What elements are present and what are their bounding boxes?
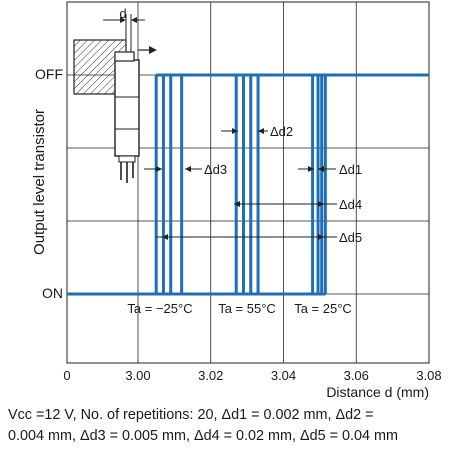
caption: Vcc =12 V, No. of repetitions: 20, Δd1 =… bbox=[8, 405, 470, 447]
annotation-delta-d2: Δd2 bbox=[270, 124, 293, 139]
series-label-minus25: Ta = −25°C bbox=[127, 301, 192, 316]
annotation-delta-d1: Δd1 bbox=[339, 162, 362, 177]
annotation-d: d bbox=[119, 6, 126, 21]
x-tick-labels: 0 3.00 3.02 3.04 3.06 3.08 bbox=[63, 368, 441, 383]
y-axis-label: Output level transistor bbox=[31, 109, 48, 255]
annotation-delta-d3: Δd3 bbox=[204, 162, 227, 177]
caption-line-2: 0.004 mm, Δd3 = 0.005 mm, Δd4 = 0.02 mm,… bbox=[8, 428, 398, 444]
x-tick-label: 3.02 bbox=[198, 368, 223, 383]
chart-svg: 0 3.00 3.02 3.04 3.06 3.08 Output level trans… bbox=[31, 1, 442, 400]
x-tick-label: 0 bbox=[63, 368, 70, 383]
annotation-delta-d5: Δd5 bbox=[339, 230, 362, 245]
y-state-on: ON bbox=[42, 285, 63, 301]
y-state-off: OFF bbox=[35, 66, 63, 82]
x-tick-label: 3.06 bbox=[344, 368, 369, 383]
sensor-illustration-icon bbox=[73, 14, 157, 183]
caption-line-1: Vcc =12 V, No. of repetitions: 20, Δd1 =… bbox=[8, 407, 374, 423]
annotation-delta-d4: Δd4 bbox=[339, 197, 362, 212]
series-label-55: Ta = 55°C bbox=[218, 301, 276, 316]
x-tick-label: 3.00 bbox=[125, 368, 150, 383]
series-label-25: Ta = 25°C bbox=[294, 301, 352, 316]
delta-annotations bbox=[144, 128, 337, 240]
series-group bbox=[67, 73, 429, 296]
x-tick-label: 3.08 bbox=[416, 368, 441, 383]
x-axis-label: Distance d (mm) bbox=[326, 384, 429, 400]
plot-frame bbox=[66, 1, 430, 364]
x-tick-label: 3.04 bbox=[271, 368, 296, 383]
